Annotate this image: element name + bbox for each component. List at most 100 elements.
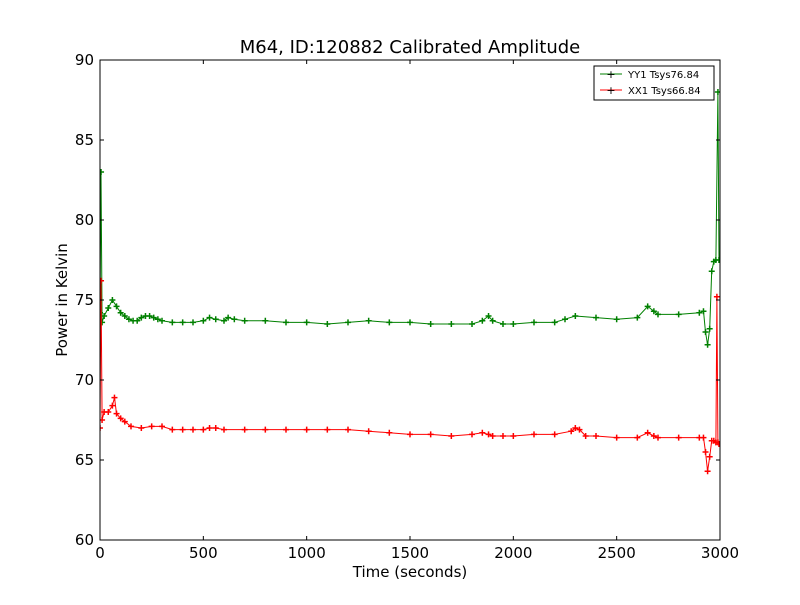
- legend-label-xx1: XX1 Tsys66.84: [628, 86, 701, 97]
- data-point: [128, 423, 134, 430]
- data-point: [345, 426, 351, 433]
- data-point: [613, 316, 620, 323]
- data-point: [121, 418, 128, 425]
- data-point: [138, 314, 145, 321]
- data-point: [109, 402, 116, 409]
- data-point: [562, 316, 568, 323]
- data-point: [469, 321, 475, 327]
- data-point: [469, 431, 475, 438]
- data-point: [159, 317, 165, 324]
- data-point: [111, 394, 118, 401]
- data-point: [650, 433, 657, 439]
- data-point: [572, 313, 579, 319]
- data-point: [655, 434, 661, 441]
- data-point: [324, 321, 331, 327]
- data-point: [448, 321, 455, 327]
- data-point: [489, 317, 496, 324]
- data-point: [125, 316, 132, 323]
- data-point: [704, 341, 711, 348]
- data-point: [593, 433, 599, 439]
- data-point: [706, 325, 713, 332]
- x-tick-label: 2000: [494, 544, 532, 562]
- x-tick-label: 1000: [288, 544, 326, 562]
- data-point: [179, 319, 186, 326]
- data-point: [655, 311, 661, 318]
- data-point: [700, 434, 707, 441]
- data-point: [150, 314, 157, 321]
- data-point: [221, 317, 227, 324]
- y-tick-label: 60: [75, 531, 94, 549]
- x-tick-label: 1500: [391, 544, 429, 562]
- data-point: [489, 433, 496, 439]
- data-point: [345, 319, 351, 326]
- data-point: [593, 314, 599, 321]
- y-tick-label: 90: [75, 51, 94, 69]
- data-point: [148, 423, 155, 430]
- data-point: [225, 314, 232, 321]
- data-point: [644, 429, 651, 436]
- data-point: [138, 425, 145, 431]
- data-point: [485, 431, 492, 438]
- data-point: [113, 303, 120, 310]
- data-point: [715, 441, 720, 447]
- data-point: [101, 313, 108, 319]
- legend-plus-xx1: +: [606, 84, 615, 97]
- data-point: [713, 293, 720, 300]
- data-point: [190, 319, 196, 326]
- y-axis-label: Power in Kelvin: [53, 243, 71, 357]
- data-point: [500, 321, 506, 327]
- data-point: [568, 428, 575, 435]
- data-point: [510, 321, 517, 327]
- data-point: [169, 426, 176, 433]
- data-point: [702, 329, 709, 335]
- series-layer: [100, 89, 720, 475]
- data-point: [576, 426, 583, 433]
- data-point: [303, 426, 310, 433]
- data-point: [365, 317, 372, 324]
- y-tick-label: 85: [75, 131, 94, 149]
- data-point: [479, 317, 486, 324]
- data-point: [510, 433, 517, 439]
- data-point: [386, 429, 393, 436]
- data-point: [262, 317, 269, 324]
- y-tick-label: 65: [75, 451, 94, 469]
- data-point: [121, 313, 128, 319]
- data-point: [650, 308, 657, 315]
- data-point: [109, 297, 116, 303]
- data-point: [407, 431, 413, 438]
- data-point: [169, 319, 176, 326]
- data-point: [190, 426, 196, 433]
- data-point: [146, 313, 153, 319]
- data-point: [324, 426, 331, 433]
- data-point: [644, 303, 651, 310]
- data-point: [241, 426, 248, 433]
- data-point: [551, 319, 558, 326]
- data-point: [582, 433, 589, 439]
- data-point: [715, 257, 720, 263]
- data-point: [407, 319, 413, 326]
- data-point: [675, 311, 682, 318]
- data-point: [485, 313, 492, 319]
- data-point: [700, 308, 707, 315]
- data-point: [200, 317, 207, 324]
- data-point: [500, 433, 506, 439]
- data-point: [572, 425, 579, 431]
- data-point: [634, 314, 641, 321]
- data-point: [100, 425, 103, 431]
- data-point: [100, 277, 105, 284]
- data-point: [531, 431, 537, 438]
- data-point: [206, 425, 213, 431]
- data-point: [212, 425, 219, 431]
- data-point: [221, 426, 227, 433]
- data-point: [613, 434, 620, 441]
- data-point: [241, 317, 248, 324]
- x-tick-label: 3000: [701, 544, 739, 562]
- data-point: [105, 305, 112, 311]
- axis-ticks: 0 500 1000 1500 2000 2500 3000 60 65 70 75 80 85 90: [75, 51, 739, 562]
- data-point: [303, 319, 310, 326]
- data-point: [448, 433, 455, 439]
- data-point: [427, 321, 434, 327]
- data-point: [105, 409, 112, 415]
- legend-box: [593, 65, 715, 101]
